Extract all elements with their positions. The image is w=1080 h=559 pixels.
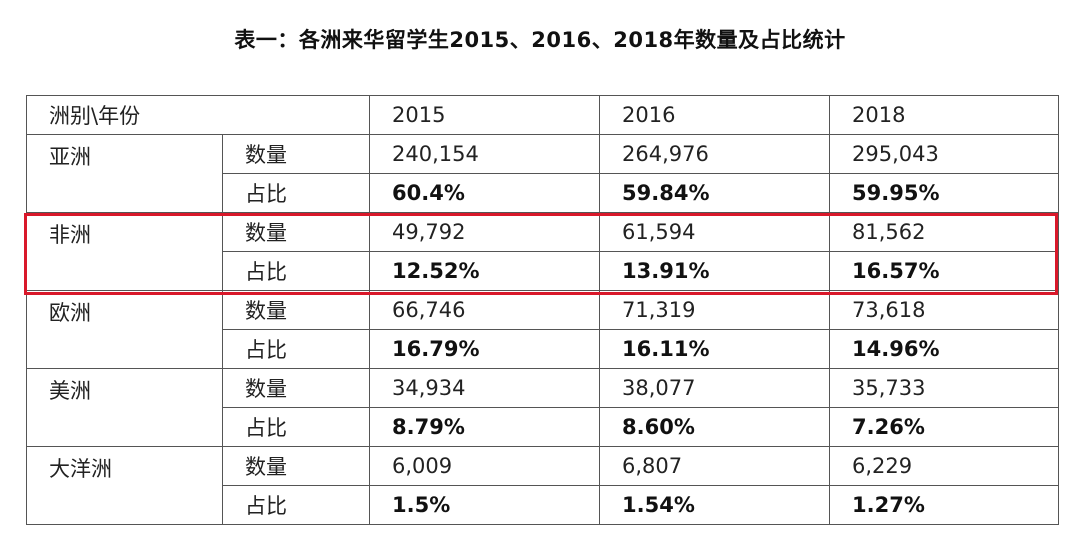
table-row: 非洲 数量 49,792 61,594 81,562 [26,212,1060,291]
continent-cell: 欧洲 [26,290,223,369]
share-cell: 8.60% [599,407,831,447]
table-row: 欧洲 数量 66,746 71,319 73,618 [26,290,1060,369]
statistics-table: 洲别\年份 2015 2016 2018 亚洲 数量 240,154 264,976 2… [25,95,1060,525]
metric-label-share: 占比 [221,407,371,447]
share-cell: 1.27% [829,485,1060,525]
table-row: 美洲 数量 34,934 38,077 35,733 [26,368,1060,447]
corner-header: 洲别\年份 [25,95,371,135]
count-cell: 6,009 [369,446,601,486]
count-cell: 61,594 [599,212,831,252]
count-cell: 81,562 [829,212,1060,252]
share-cell: 13.91% [599,251,831,291]
table-row: 占比 8.79% 8.60% 7.26% [27,407,1060,447]
metric-label-share: 占比 [221,251,371,291]
table-row: 占比 16.79% 16.11% 14.96% [27,329,1060,369]
metric-label-share: 占比 [221,173,371,213]
year-header-2018: 2018 [829,95,1060,135]
metric-label-count: 数量 [221,446,371,486]
count-cell: 66,746 [369,290,601,330]
continent-cell: 亚洲 [26,134,223,213]
table-row: 大洋洲 数量 6,009 6,807 6,229 [26,446,1060,525]
metric-label-share: 占比 [221,485,371,525]
share-cell: 59.84% [599,173,831,213]
share-cell: 16.11% [599,329,831,369]
share-cell: 14.96% [829,329,1060,369]
share-cell: 59.95% [829,173,1060,213]
share-cell: 1.54% [599,485,831,525]
table-row: 亚洲 数量 240,154 264,976 295,043 [26,134,1060,213]
table-title: 表一：各洲来华留学生2015、2016、2018年数量及占比统计 [234,28,846,52]
table-row: 占比 1.5% 1.54% 1.27% [27,485,1060,525]
share-cell: 60.4% [369,173,601,213]
share-cell: 1.5% [369,485,601,525]
share-cell: 8.79% [369,407,601,447]
share-cell: 7.26% [829,407,1060,447]
continent-cell: 非洲 [26,212,223,291]
metric-label-count: 数量 [221,290,371,330]
metric-label-count: 数量 [221,212,371,252]
count-cell: 6,807 [599,446,831,486]
year-header-2015: 2015 [369,95,601,135]
count-cell: 295,043 [829,134,1060,174]
count-cell: 264,976 [599,134,831,174]
count-cell: 35,733 [829,368,1060,408]
metric-label-count: 数量 [221,134,371,174]
metric-label-share: 占比 [221,329,371,369]
header-row: 洲别\年份 2015 2016 2018 [25,95,1060,135]
continent-cell: 大洋洲 [26,446,223,525]
count-cell: 49,792 [369,212,601,252]
continent-cell: 美洲 [26,368,223,447]
metric-label-count: 数量 [221,368,371,408]
count-cell: 71,319 [599,290,831,330]
share-cell: 12.52% [369,251,601,291]
year-header-2016: 2016 [599,95,831,135]
share-cell: 16.79% [369,329,601,369]
count-cell: 34,934 [369,368,601,408]
count-cell: 73,618 [829,290,1060,330]
share-cell: 16.57% [829,251,1060,291]
count-cell: 6,229 [829,446,1060,486]
count-cell: 240,154 [369,134,601,174]
count-cell: 38,077 [599,368,831,408]
